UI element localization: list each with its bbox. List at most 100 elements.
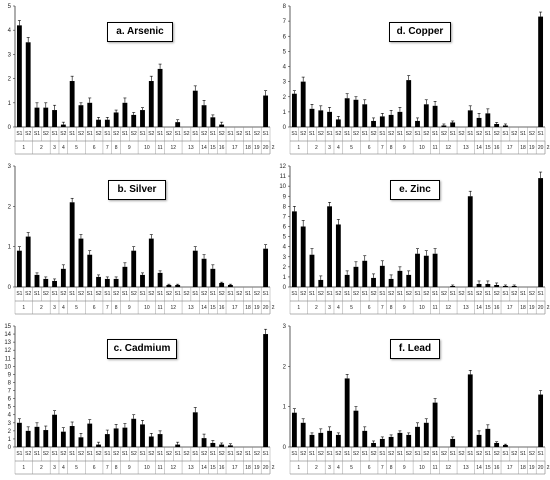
bar	[362, 104, 368, 127]
x-tick-label: S2	[370, 451, 376, 457]
group-label: 21	[272, 145, 275, 151]
bar	[406, 274, 412, 287]
group-label: 6	[93, 305, 96, 311]
bar	[87, 102, 93, 127]
bar	[291, 93, 297, 127]
bar	[52, 414, 57, 447]
bar	[415, 426, 420, 447]
group-label: 15	[210, 465, 216, 471]
group-label: 2	[40, 305, 43, 311]
bar	[300, 422, 306, 447]
group-label: 1	[297, 145, 300, 151]
x-tick-label: S1	[397, 131, 403, 137]
group-label: 8	[390, 305, 393, 311]
bar	[140, 110, 145, 127]
x-tick-label: S1	[139, 291, 145, 297]
x-tick-label: S1	[502, 131, 508, 137]
bar	[379, 116, 385, 127]
bar	[122, 427, 128, 447]
bar	[192, 90, 198, 127]
y-tick-label: 9	[8, 372, 12, 378]
bar	[379, 265, 385, 287]
bar	[300, 81, 306, 127]
x-tick-label: S2	[423, 131, 429, 137]
x-tick-label: S2	[131, 291, 137, 297]
x-tick-label: S2	[370, 131, 376, 137]
group-label: 1	[22, 305, 25, 311]
bar	[538, 16, 544, 127]
bar	[450, 438, 456, 447]
x-tick-label: S1	[69, 451, 75, 457]
x-tick-label: S1	[157, 291, 163, 297]
x-tick-label: S1	[263, 291, 269, 297]
bar	[485, 428, 491, 447]
group-label: 18	[245, 465, 251, 471]
y-tick-label: 14	[4, 332, 11, 338]
y-tick-label: 4	[283, 65, 287, 71]
x-tick-label: S2	[183, 451, 189, 457]
bar	[87, 423, 93, 447]
y-tick-label: 0	[283, 125, 287, 131]
x-tick-label: S1	[34, 451, 40, 457]
x-tick-label: S1	[502, 291, 508, 297]
x-tick-label: S2	[423, 291, 429, 297]
bar	[122, 266, 128, 287]
group-label: 13	[188, 305, 194, 311]
group-label: 21	[547, 465, 550, 471]
bar	[327, 430, 332, 447]
group-label: 17	[507, 145, 513, 151]
x-tick-label: S2	[219, 451, 225, 457]
bar	[388, 436, 394, 447]
x-tick-label: S1	[309, 131, 315, 137]
group-label: 1	[22, 145, 25, 151]
bar	[43, 278, 49, 287]
bar	[467, 110, 473, 127]
group-label: 18	[245, 145, 251, 151]
group-label: 14	[201, 145, 207, 151]
group-label: 3	[53, 305, 56, 311]
y-tick-label: 5	[8, 4, 12, 10]
group-label: 6	[368, 305, 371, 311]
bar	[423, 104, 429, 127]
bar	[450, 122, 456, 127]
group-label: 9	[403, 145, 406, 151]
bar	[210, 117, 216, 127]
x-tick-label: S1	[263, 131, 269, 137]
y-tick-label: 3	[283, 80, 287, 86]
group-label: 13	[188, 145, 194, 151]
group-label: 7	[106, 305, 109, 311]
x-tick-label: S1	[485, 131, 491, 137]
group-label: 9	[403, 305, 406, 311]
x-tick-label: S1	[450, 291, 456, 297]
x-tick-label: S1	[414, 291, 420, 297]
group-label: 16	[494, 305, 500, 311]
x-tick-label: S2	[529, 131, 535, 137]
x-tick-label: S1	[104, 291, 110, 297]
group-label: 15	[210, 145, 216, 151]
x-tick-label: S2	[43, 291, 49, 297]
x-tick-label: S2	[148, 131, 154, 137]
bar	[371, 277, 376, 287]
group-label: 15	[485, 145, 491, 151]
x-tick-label: S1	[139, 451, 145, 457]
x-tick-label: S1	[379, 451, 385, 457]
x-tick-label: S2	[494, 131, 500, 137]
group-label: 17	[507, 305, 513, 311]
bar	[335, 434, 341, 447]
x-tick-label: S2	[95, 131, 101, 137]
group-label: 3	[53, 145, 56, 151]
x-tick-label: S2	[201, 131, 207, 137]
bar	[467, 374, 473, 447]
panel-zinc: 0 1 2 3 4 5 6 7 8 9 10 11 12 S1 S2 S1 S2 S1 S2 S1 S2 S1 S2 S1 S2…	[275, 160, 550, 320]
bar	[113, 278, 119, 287]
group-label: 1	[297, 305, 300, 311]
x-tick-label: S1	[538, 291, 544, 297]
x-tick-label: S2	[201, 291, 207, 297]
x-tick-label: S2	[166, 291, 172, 297]
x-tick-label: S1	[175, 131, 181, 137]
bar	[131, 114, 137, 127]
bar	[43, 430, 49, 447]
